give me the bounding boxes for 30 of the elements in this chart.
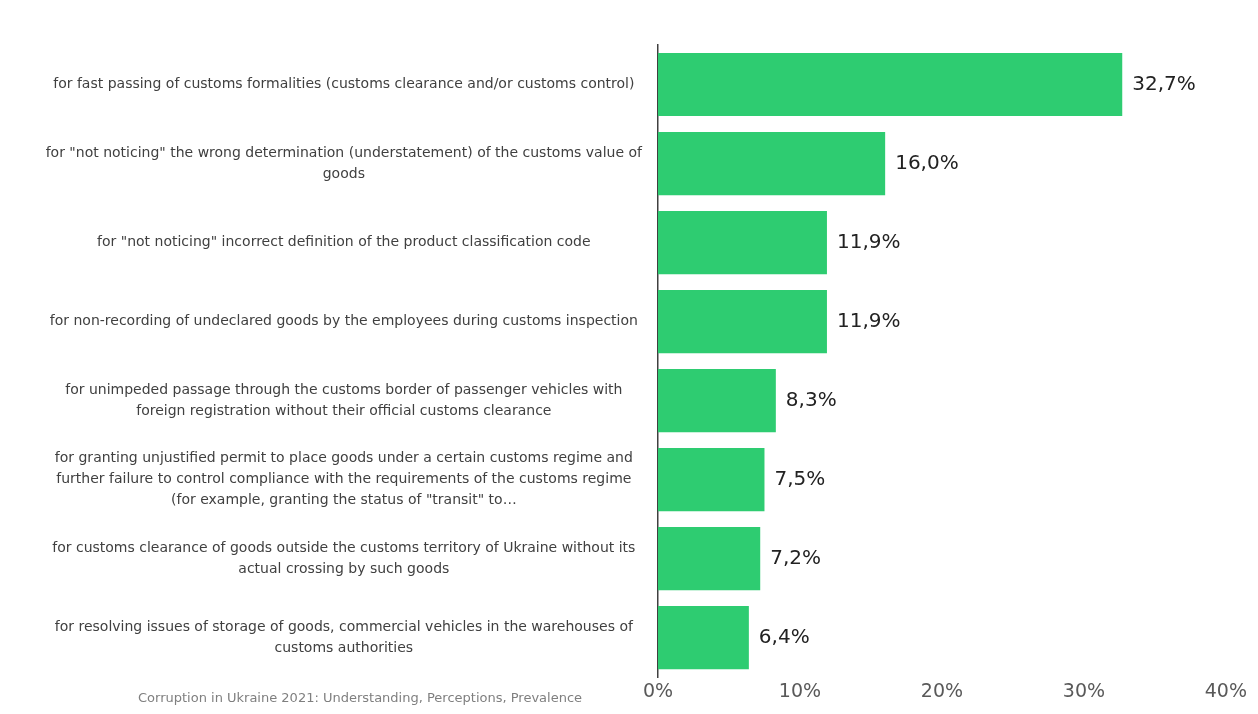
bar bbox=[658, 448, 765, 512]
bar bbox=[658, 527, 761, 591]
x-tick-label: 30% bbox=[1062, 678, 1106, 701]
x-tick-label: 10% bbox=[778, 678, 822, 701]
y-tick-label: for non-recording of undeclared goods by the employees during customs inspection bbox=[49, 312, 638, 329]
y-tick-label: for granting unjustified permit to place goods under a certain customs regime and further failure to control compliance with the requirements of the customs regime (for example, granting the status of "transit" to… bbox=[54, 449, 633, 508]
y-tick-label: for "not noticing" the wrong determination (understatement) of the customs value of goods bbox=[45, 143, 644, 181]
y-tick-label: for fast passing of customs formalities (customs clearance and/or customs control) bbox=[53, 75, 635, 92]
data-label: 6,4% bbox=[758, 623, 810, 648]
data-label: 11,9% bbox=[836, 307, 901, 332]
bar bbox=[658, 289, 827, 354]
data-label: 8,3% bbox=[785, 386, 837, 411]
y-tick-label: for unimpeded passage through the customs border of passenger vehicles with foreign registration without their official customs clearance bbox=[65, 380, 623, 418]
y-tick-label: for "not noticing" incorrect definition of the product classification code bbox=[97, 233, 591, 250]
x-tick-label: 0% bbox=[642, 678, 674, 701]
y-tick-label: for resolving issues of storage of goods, commercial vehicles in the warehouses of customs authorities bbox=[54, 617, 634, 655]
x-tick-label: 20% bbox=[920, 678, 964, 701]
text: Corruption in Ukraine 2021: Understanding, Perceptions, Prevalence bbox=[138, 690, 583, 705]
bar bbox=[658, 210, 827, 275]
data-label: 7,2% bbox=[770, 544, 822, 569]
data-label: 32,7% bbox=[1132, 70, 1196, 95]
data-label: 16,0% bbox=[895, 149, 959, 174]
bar bbox=[658, 369, 776, 433]
bar bbox=[658, 131, 886, 196]
bar bbox=[658, 52, 1123, 117]
x-tick-label: 40% bbox=[1204, 678, 1247, 701]
y-tick-label: for customs clearance of goods outside the customs territory of Ukraine without its actual crossing by such goods bbox=[52, 538, 636, 576]
data-label: 7,5% bbox=[774, 465, 826, 490]
bar bbox=[658, 606, 749, 670]
data-label: 11,9% bbox=[836, 228, 901, 253]
